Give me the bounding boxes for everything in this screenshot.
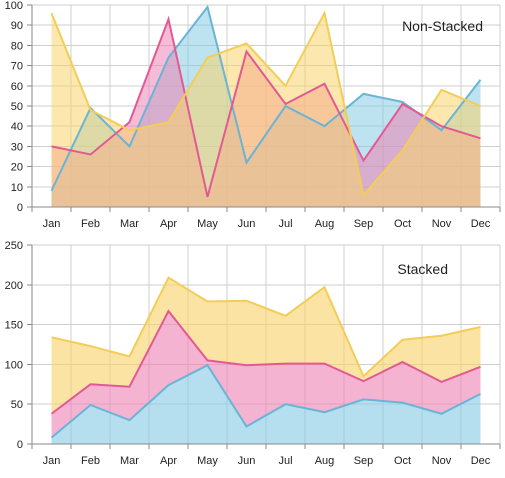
chart-0-xtick-label-5: Jun bbox=[238, 218, 256, 230]
chart-0-ytick-label-10: 100 bbox=[5, 0, 23, 12]
chart-1-ytick-label-2: 100 bbox=[5, 359, 23, 371]
chart-0-xtick-label-0: Jan bbox=[43, 218, 61, 230]
chart-1-ytick-label-3: 150 bbox=[5, 320, 23, 332]
chart-1-xtick-label-1: Feb bbox=[81, 455, 100, 467]
chart-0-xtick-label-10: Nov bbox=[432, 218, 452, 230]
chart-1-xtick-label-2: Mar bbox=[120, 455, 139, 467]
chart-0-xtick-label-6: Jul bbox=[278, 218, 292, 230]
chart-0-ytick-label-3: 30 bbox=[11, 141, 23, 153]
non-stacked-chart: 0 10 20 30 40 50 60 70 80 90 100 Jan Feb Mar Apr May Jun… bbox=[0, 0, 505, 236]
chart-0-ytick-label-9: 90 bbox=[11, 20, 23, 32]
chart-0-xtick-label-9: Oct bbox=[394, 218, 411, 230]
stacked-chart-svg: 0 50 100 150 200 250 Jan Feb Mar Apr May Jun Jul Aug S… bbox=[5, 240, 501, 467]
chart-0-ytick-label-1: 10 bbox=[11, 182, 23, 194]
chart-1-xtick-label-6: Jul bbox=[278, 455, 292, 467]
chart-1-xtick-label-8: Sep bbox=[354, 455, 374, 467]
chart-0-xtick-label-1: Feb bbox=[81, 218, 100, 230]
chart-0-ytick-label-7: 70 bbox=[11, 61, 23, 73]
chart-0-xtick-label-3: Apr bbox=[160, 218, 177, 230]
chart-1-ytick-label-5: 250 bbox=[5, 240, 23, 252]
non-stacked-chart-svg: 0 10 20 30 40 50 60 70 80 90 100 Jan Feb Mar Apr May Jun… bbox=[5, 0, 501, 230]
stacked-chart: 0 50 100 150 200 250 Jan Feb Mar Apr May Jun Jul Aug S… bbox=[0, 236, 505, 473]
chart-1-xtick-label-10: Nov bbox=[432, 455, 452, 467]
chart-1-xtick-label-11: Dec bbox=[471, 455, 491, 467]
chart-0-xtick-label-4: May bbox=[197, 218, 218, 230]
chart-0-ytick-label-8: 80 bbox=[11, 40, 23, 52]
chart-0-title: Non-Stacked bbox=[402, 18, 483, 34]
chart-0-root: 0 10 20 30 40 50 60 70 80 90 100 Jan Feb Mar Apr May Jun… bbox=[5, 0, 501, 230]
chart-1-ytick-label-1: 50 bbox=[11, 399, 23, 411]
chart-0-xtick-label-2: Mar bbox=[120, 218, 139, 230]
chart-1-xtick-label-5: Jun bbox=[238, 455, 256, 467]
chart-0-ytick-label-6: 60 bbox=[11, 81, 23, 93]
chart-1-xtick-label-4: May bbox=[197, 455, 218, 467]
chart-0-xtick-label-8: Sep bbox=[354, 218, 374, 230]
chart-1-xtick-label-7: Aug bbox=[315, 455, 335, 467]
chart-0-series-2-line bbox=[50, 10, 481, 198]
chart-1-series-0-line bbox=[50, 363, 481, 439]
chart-1-xtick-label-9: Oct bbox=[394, 455, 411, 467]
chart-1-series-2-line bbox=[51, 276, 481, 379]
chart-1-series-1-line bbox=[50, 309, 481, 415]
chart-1-root: 0 50 100 150 200 250 Jan Feb Mar Apr May Jun Jul Aug S… bbox=[5, 240, 501, 467]
chart-1-xtick-label-0: Jan bbox=[43, 455, 61, 467]
chart-1-xtick-label-3: Apr bbox=[160, 455, 177, 467]
chart-0-ytick-label-4: 40 bbox=[11, 121, 23, 133]
chart-1-series-0-area bbox=[51, 365, 481, 444]
chart-0-xtick-label-7: Aug bbox=[315, 218, 335, 230]
chart-0-xtick-label-11: Dec bbox=[471, 218, 491, 230]
chart-1-ytick-label-0: 0 bbox=[17, 439, 23, 451]
chart-0-ytick-label-5: 50 bbox=[11, 101, 23, 113]
chart-1-title: Stacked bbox=[397, 261, 448, 277]
chart-1-series-1-area bbox=[51, 311, 481, 438]
chart-0-ytick-label-0: 0 bbox=[17, 202, 23, 214]
chart-1-ytick-label-4: 200 bbox=[5, 280, 23, 292]
chart-0-series-2-area bbox=[51, 13, 481, 207]
chart-1-series-2-area bbox=[51, 277, 481, 414]
chart-0-ytick-label-2: 20 bbox=[11, 162, 23, 174]
